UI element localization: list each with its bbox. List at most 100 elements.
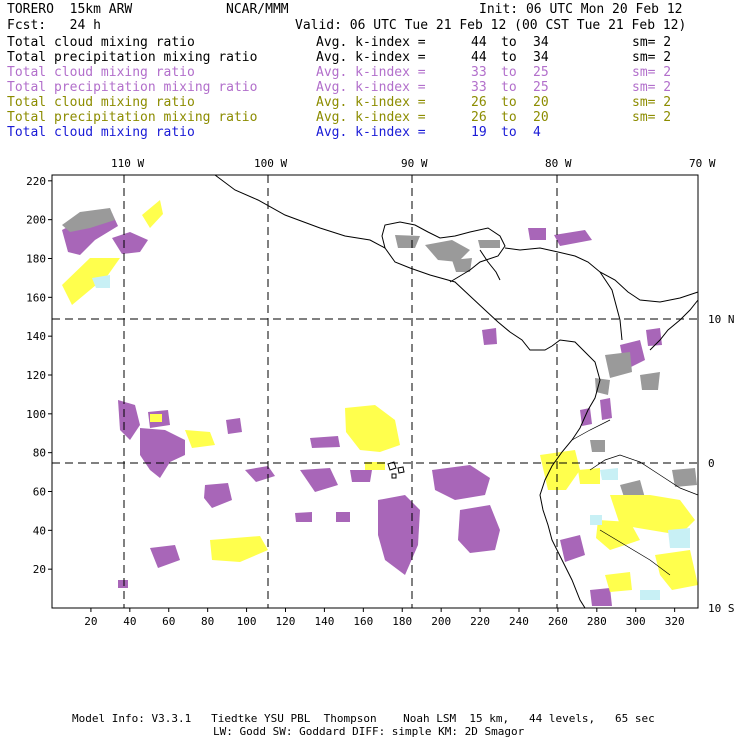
x-tick-label: 320 (665, 615, 685, 628)
legend-kindex-from: 44 (471, 35, 487, 50)
legend-smoothing: sm= 2 (632, 95, 672, 110)
y-axis-ticks: 220 200 180 160 140 120 100 80 60 40 20 (26, 175, 52, 576)
x-tick-label: 260 (548, 615, 568, 628)
y-tick-label: 220 (26, 175, 46, 188)
lon-label-70w: 70 W (689, 157, 716, 170)
x-tick-label: 240 (509, 615, 529, 628)
x-tick-label: 160 (353, 615, 373, 628)
legend-kindex-to-value: 20 (533, 110, 549, 125)
lon-label-100w: 100 W (254, 157, 287, 170)
legend-smoothing: sm= 2 (632, 35, 672, 50)
legend-smoothing: sm= 2 (632, 65, 672, 80)
legend-row: Total cloud mixing ratio Avg. k-index = 44… (7, 35, 735, 50)
model-info-line1: Model Info: V3.3.1 Tiedtke YSU PBL Thomp… (72, 712, 655, 725)
y-tick-label: 120 (26, 369, 46, 382)
y-tick-label: 180 (26, 252, 46, 265)
model-info-line2: LW: Godd SW: Goddard DIFF: simple KM: 2D… (213, 725, 525, 738)
graticule (52, 175, 698, 608)
x-axis-ticks: 20 40 60 80 100 120 140 160 180 200 220 240 260 280 30… (84, 608, 685, 628)
legend-kindex-to: to (501, 110, 517, 125)
valid-time: Valid: 06 UTC Tue 21 Feb 12 (00 CST Tue … (295, 18, 687, 33)
forecast-hour: Fcst: 24 h (7, 18, 101, 33)
legend-row: Total cloud mixing ratio Avg. k-index = 33… (7, 65, 735, 80)
lat-label-10s: 10 S (708, 602, 735, 615)
x-tick-label: 40 (123, 615, 136, 628)
legend-row: Total precipitation mixing ratio Avg. k-i… (7, 110, 735, 125)
lon-label-90w: 90 W (401, 157, 428, 170)
latitude-labels: 10 N 0 10 S (708, 313, 735, 615)
x-tick-label: 180 (392, 615, 412, 628)
legend-kindex-to: to (501, 125, 517, 140)
x-tick-label: 300 (626, 615, 646, 628)
country-borders (571, 419, 699, 576)
legend-kindex-from: 26 (471, 95, 487, 110)
x-tick-label: 140 (314, 615, 334, 628)
x-tick-label: 220 (470, 615, 490, 628)
legend-kindex-to-value: 34 (533, 35, 549, 50)
legend-kindex-to: to (501, 95, 517, 110)
lon-label-80w: 80 W (545, 157, 572, 170)
x-tick-label: 20 (84, 615, 97, 628)
x-tick-label: 120 (276, 615, 296, 628)
lat-label-10n: 10 N (708, 313, 735, 326)
y-tick-label: 200 (26, 214, 46, 227)
legend-field: Total cloud mixing ratio (7, 35, 195, 50)
legend-kindex-to-value: 4 (533, 125, 541, 140)
x-tick-label: 280 (587, 615, 607, 628)
legend-kindex-label: Avg. k-index = (316, 50, 426, 65)
legend-kindex-from: 26 (471, 110, 487, 125)
legend-field: Total cloud mixing ratio (7, 125, 195, 140)
legend-row: Total precipitation mixing ratio Avg. k-i… (7, 50, 735, 65)
legend-kindex-to: to (501, 80, 517, 95)
x-tick-label: 60 (162, 615, 175, 628)
legend-kindex-label: Avg. k-index = (316, 35, 426, 50)
lon-label-110w: 110 W (111, 157, 144, 170)
legend-smoothing: sm= 2 (632, 80, 672, 95)
x-tick-label: 80 (201, 615, 214, 628)
model-title: TORERO 15km ARW (7, 2, 133, 17)
legend-kindex-from: 44 (471, 50, 487, 65)
legend-smoothing: sm= 2 (632, 110, 672, 125)
galapagos-islands (387, 461, 405, 479)
legend-kindex-label: Avg. k-index = (316, 95, 426, 110)
longitude-labels: 110 W 100 W 90 W 80 W 70 W (111, 157, 716, 170)
x-tick-label: 200 (431, 615, 451, 628)
init-time: Init: 06 UTC Mon 20 Feb 12 (479, 2, 683, 17)
y-tick-label: 160 (26, 291, 46, 304)
legend-kindex-label: Avg. k-index = (316, 125, 426, 140)
kindex-19-4-clouds (92, 275, 690, 600)
legend-kindex-to-value: 25 (533, 65, 549, 80)
legend-field: Total precipitation mixing ratio (7, 110, 258, 125)
org-label: NCAR/MMM (226, 2, 289, 17)
legend-kindex-to: to (501, 65, 517, 80)
coastlines (214, 174, 699, 609)
map-frame (51, 174, 699, 609)
y-tick-label: 20 (33, 563, 46, 576)
legend-row: Total cloud mixing ratio Avg. k-index = 19… (7, 125, 735, 140)
legend-kindex-to: to (501, 35, 517, 50)
legend-row: Total precipitation mixing ratio Avg. k-i… (7, 80, 735, 95)
y-tick-label: 140 (26, 330, 46, 343)
y-tick-label: 60 (33, 485, 46, 498)
y-tick-label: 40 (33, 524, 46, 537)
legend-smoothing: sm= 2 (632, 50, 672, 65)
legend-kindex-label: Avg. k-index = (316, 65, 426, 80)
legend-row: Total cloud mixing ratio Avg. k-index = 26… (7, 95, 735, 110)
legend-kindex-from: 19 (471, 125, 487, 140)
kindex-44-34-clouds (62, 208, 697, 500)
legend-field: Total precipitation mixing ratio (7, 80, 258, 95)
legend-kindex-label: Avg. k-index = (316, 80, 426, 95)
x-tick-label: 100 (237, 615, 257, 628)
legend-kindex-label: Avg. k-index = (316, 110, 426, 125)
legend-field: Total cloud mixing ratio (7, 65, 195, 80)
legend-kindex-from: 33 (471, 80, 487, 95)
legend-field: Total cloud mixing ratio (7, 95, 195, 110)
y-tick-label: 80 (33, 447, 46, 460)
legend-kindex-to-value: 25 (533, 80, 549, 95)
lat-label-0: 0 (708, 457, 715, 470)
kindex-26-20-clouds (62, 200, 698, 592)
legend-kindex-to: to (501, 50, 517, 65)
legend-field: Total precipitation mixing ratio (7, 50, 258, 65)
legend-kindex-from: 33 (471, 65, 487, 80)
